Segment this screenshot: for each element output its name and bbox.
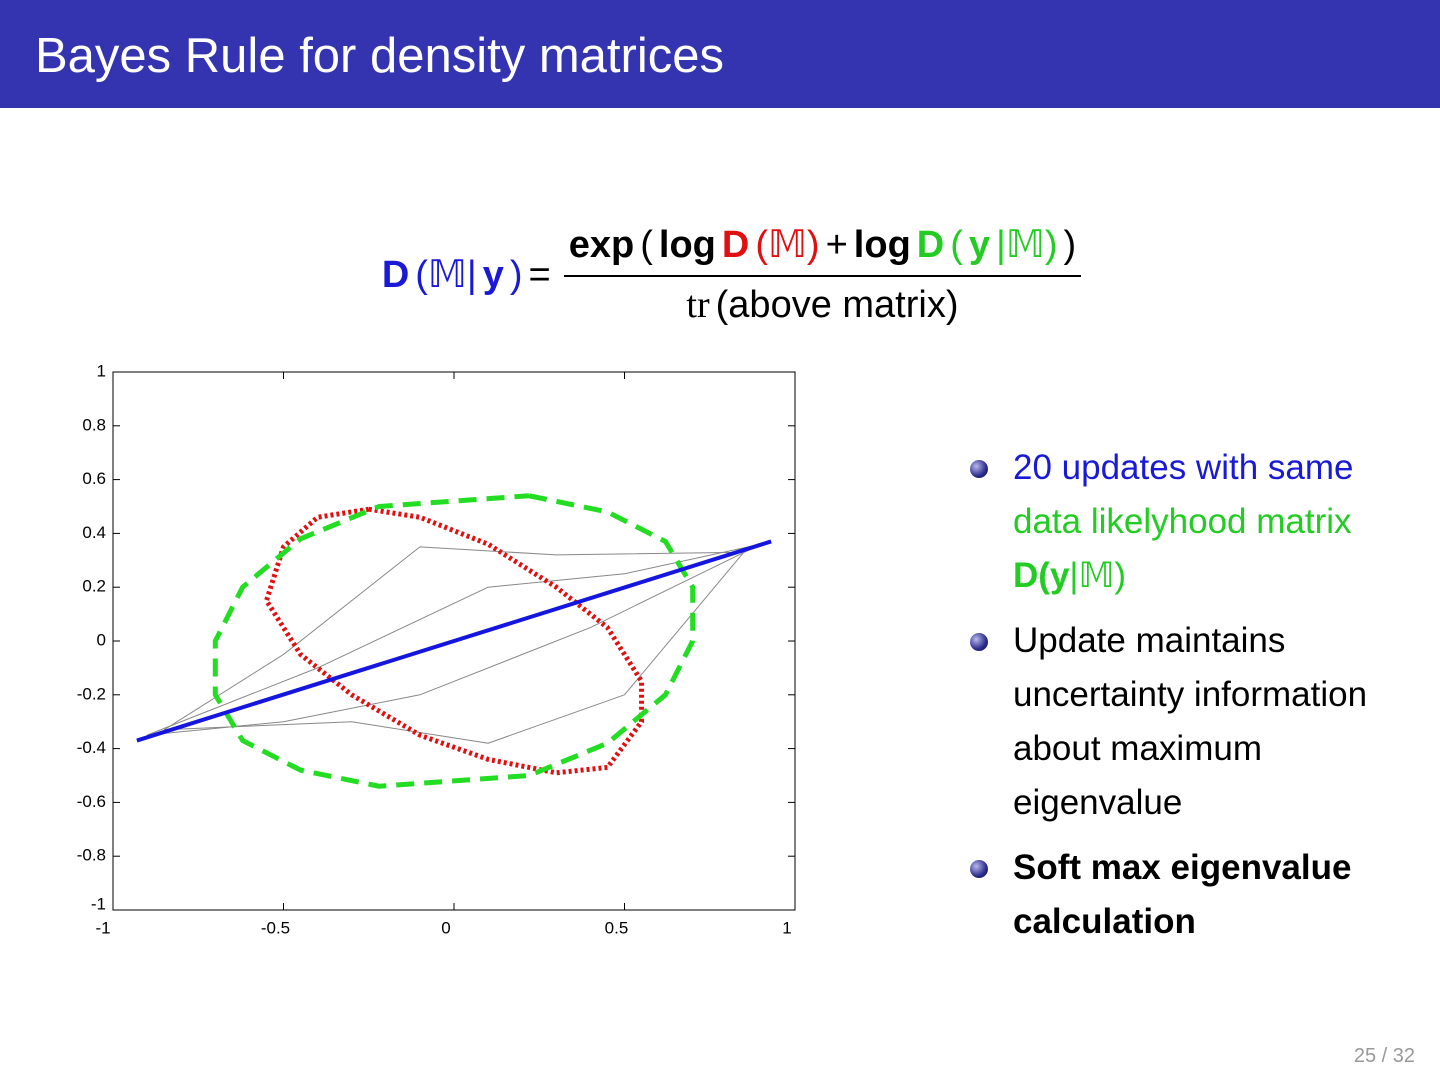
y-tick-label: -0.8 xyxy=(77,846,106,865)
series-line xyxy=(263,506,645,776)
bullet-text: Update maintains xyxy=(1013,621,1286,660)
bullet-text: 20 updates with same xyxy=(1013,448,1354,487)
formula-part: ) xyxy=(1063,224,1077,266)
formula-part: D xyxy=(916,224,945,266)
formula-lhs: D (𝕄| y) = xyxy=(379,252,554,297)
formula-part: = xyxy=(528,254,551,296)
y-tick-label: 0.4 xyxy=(82,523,106,542)
bullet-line: data likelyhood matrix xyxy=(1013,495,1440,549)
bullet-line: Soft max eigenvalue xyxy=(1013,841,1440,895)
bullet-text: D( xyxy=(1013,556,1050,595)
formula-part: ( xyxy=(640,224,653,266)
x-tick-label: 0.5 xyxy=(605,918,629,937)
bullet-text: |𝕄) xyxy=(1069,556,1127,595)
bullet-item: 20 updates with same data likelyhood matr… xyxy=(970,441,1440,603)
header-bar: Bayes Rule for density matrices xyxy=(0,0,1440,108)
slide-title: Bayes Rule for density matrices xyxy=(35,29,724,83)
bullet-line: calculation xyxy=(1013,895,1440,949)
formula-part: (𝕄| xyxy=(415,254,477,296)
formula-part: ( xyxy=(950,224,963,266)
bullet-text: data likelyhood matrix xyxy=(1013,502,1352,541)
formula-part: y xyxy=(482,254,504,296)
formula-part: exp xyxy=(568,224,635,266)
bullet-line: about maximum xyxy=(1013,722,1440,776)
chart: -1 -0.5 0 0.5 1 -1 -0.8 -0.6 -0.4 -0.2 0 0.2 0.4 0.6 0… xyxy=(77,361,796,937)
formula-denominator: tr (above matrix) xyxy=(683,277,961,327)
x-tick-label: 1 xyxy=(782,918,791,937)
bullet-text: eigenvalue xyxy=(1013,783,1183,822)
y-tick-label: 0 xyxy=(97,630,106,649)
bullet-text: uncertainty information xyxy=(1013,675,1368,714)
formula-part: (𝕄) xyxy=(755,224,820,266)
y-tick-label: -0.4 xyxy=(77,738,106,757)
page-number: 25 / 32 xyxy=(1353,1045,1415,1067)
formula-part: tr xyxy=(686,284,710,326)
series-line xyxy=(136,539,772,743)
bullet-text: y xyxy=(1049,556,1070,595)
formula-fraction: exp(log D (𝕄) + log D(y |𝕄)) tr (above matrix) xyxy=(563,222,1082,327)
y-tick-label: 0.8 xyxy=(82,415,106,434)
y-tick-label: -0.6 xyxy=(77,792,106,811)
x-tick-label: -1 xyxy=(95,918,110,937)
formula-part: D xyxy=(721,224,750,266)
bullet-line: D(y|𝕄) xyxy=(1013,549,1440,603)
y-tick-label: -0.2 xyxy=(77,684,106,703)
formula-part: ) xyxy=(509,254,523,296)
x-tick-label: 0 xyxy=(441,918,450,937)
bullet-line: Update maintains xyxy=(1013,614,1440,668)
bullet-item: Update maintains uncertainty information a… xyxy=(970,614,1440,830)
bullet-line: 20 updates with same xyxy=(1013,441,1440,495)
formula-part: log xyxy=(658,224,716,266)
bullet-line: eigenvalue xyxy=(1013,776,1440,830)
formula-part: |𝕄) xyxy=(996,224,1058,266)
y-tick-label: 0.2 xyxy=(82,577,106,596)
bullet-list: 20 updates with same data likelyhood matr… xyxy=(970,441,1440,960)
y-tick-label: 1 xyxy=(97,361,106,380)
bullet-icon xyxy=(970,633,988,651)
bullet-line: uncertainty information xyxy=(1013,668,1440,722)
formula-part: D xyxy=(381,254,410,296)
formula-part: + xyxy=(825,224,848,266)
bullet-text: about maximum xyxy=(1013,729,1262,768)
bullet-text: Soft max eigenvalue xyxy=(1013,848,1352,887)
series-line xyxy=(212,493,696,789)
bullet-text: calculation xyxy=(1013,902,1196,941)
bullet-icon xyxy=(970,860,988,878)
bullet-item: Soft max eigenvalue calculation xyxy=(970,841,1440,949)
x-tick-label: -0.5 xyxy=(261,918,290,937)
formula-part: log xyxy=(853,224,911,266)
y-tick-label: -1 xyxy=(91,894,106,913)
y-tick-label: 0.6 xyxy=(82,469,106,488)
formula-part: (above matrix) xyxy=(715,284,959,326)
bullet-icon xyxy=(970,460,988,478)
formula: D (𝕄| y) = exp(log D (𝕄) + log D(y |𝕄)) tr (above … xyxy=(0,222,1440,327)
formula-numerator: exp(log D (𝕄) + log D(y |𝕄)) xyxy=(563,222,1082,277)
formula-part: y xyxy=(968,224,991,266)
